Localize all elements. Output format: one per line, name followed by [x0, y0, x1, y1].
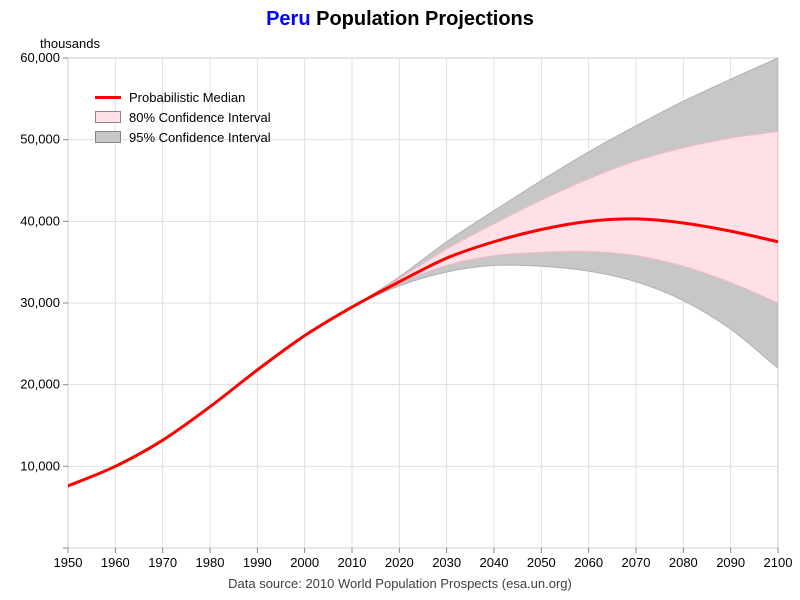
x-tick-label: 2090 [716, 555, 745, 570]
y-tick-label: 30,000 [20, 295, 60, 310]
x-tick-label: 2060 [574, 555, 603, 570]
legend-item: 95% Confidence Interval [95, 128, 271, 146]
legend-label: 80% Confidence Interval [129, 110, 271, 125]
legend-item: Probabilistic Median [95, 88, 271, 106]
source-caption: Data source: 2010 World Population Prosp… [0, 576, 800, 591]
legend-line-icon [95, 96, 121, 99]
title-rest: Population Projections [311, 8, 534, 30]
chart-container: Peru Population Projections thousands 19… [0, 0, 800, 600]
x-tick-label: 1960 [101, 555, 130, 570]
x-tick-label: 2030 [432, 555, 461, 570]
x-tick-label: 2040 [480, 555, 509, 570]
y-axis-unit-label: thousands [40, 36, 100, 51]
x-tick-label: 1990 [243, 555, 272, 570]
x-tick-label: 2080 [669, 555, 698, 570]
x-tick-label: 2100 [764, 555, 793, 570]
x-tick-label: 2070 [622, 555, 651, 570]
y-tick-label: 40,000 [20, 213, 60, 228]
x-tick-label: 1980 [196, 555, 225, 570]
x-tick-label: 1970 [148, 555, 177, 570]
legend-label: 95% Confidence Interval [129, 130, 271, 145]
legend-swatch-icon [95, 111, 121, 123]
y-tick-label: 60,000 [20, 50, 60, 65]
x-tick-label: 2000 [290, 555, 319, 570]
title-highlight: Peru [266, 8, 310, 30]
chart-title: Peru Population Projections [0, 8, 800, 31]
y-tick-label: 20,000 [20, 377, 60, 392]
y-tick-label: 50,000 [20, 132, 60, 147]
x-tick-label: 2050 [527, 555, 556, 570]
legend-label: Probabilistic Median [129, 90, 245, 105]
x-tick-label: 2010 [338, 555, 367, 570]
y-tick-label: 10,000 [20, 458, 60, 473]
x-tick-label: 1950 [54, 555, 83, 570]
legend-swatch-icon [95, 131, 121, 143]
x-tick-label: 2020 [385, 555, 414, 570]
legend-item: 80% Confidence Interval [95, 108, 271, 126]
legend: Probabilistic Median 80% Confidence Inter… [95, 88, 271, 148]
